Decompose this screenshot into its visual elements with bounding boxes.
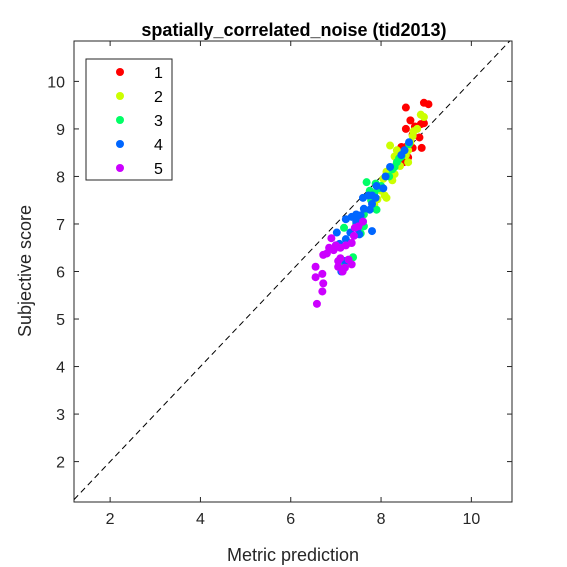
chart-title: spatially_correlated_noise (tid2013) [141, 20, 446, 40]
point-series-4 [368, 227, 377, 236]
legend-label-5: 5 [154, 161, 163, 178]
legend-label-4: 4 [154, 137, 163, 154]
identity-reference-line [73, 40, 511, 500]
point-series-4 [341, 235, 350, 244]
point-series-4 [356, 211, 365, 220]
legend-label-2: 2 [154, 89, 163, 106]
point-series-1 [401, 103, 410, 112]
y-tick-label: 2 [56, 455, 65, 472]
y-tick-label: 8 [56, 169, 65, 186]
point-series-5 [349, 231, 358, 240]
x-tick-label: 10 [462, 511, 480, 528]
y-axis: 2 3 4 5 6 7 8 9 10 [47, 74, 512, 472]
point-series-4 [359, 204, 368, 213]
y-tick-label: 9 [56, 122, 65, 139]
point-series-1 [424, 100, 433, 109]
y-axis-label: Subjective score [15, 205, 35, 337]
point-series-5 [338, 267, 347, 276]
point-series-4 [341, 215, 350, 224]
legend-marker-1 [116, 68, 124, 76]
point-series-2 [404, 158, 413, 167]
point-series-5 [319, 250, 328, 259]
point-series-2 [386, 141, 395, 150]
y-tick-label: 10 [47, 74, 65, 91]
y-tick-label: 7 [56, 217, 65, 234]
point-series-2 [419, 113, 428, 122]
point-series-4 [358, 193, 367, 202]
point-series-5 [334, 257, 343, 266]
legend-box [85, 58, 173, 181]
point-series-2 [382, 193, 391, 202]
point-series-4 [371, 193, 380, 202]
point-series-5 [312, 299, 321, 308]
point-series-1 [406, 116, 415, 125]
point-series-5 [319, 279, 328, 288]
point-series-1 [401, 124, 410, 133]
point-series-1 [417, 143, 426, 152]
x-tick-label: 6 [286, 511, 295, 528]
point-series-5 [347, 260, 356, 269]
point-series-4 [381, 172, 390, 181]
y-tick-label: 5 [56, 312, 65, 329]
point-series-5 [311, 273, 320, 282]
point-series-4 [386, 162, 395, 171]
legend-marker-4 [116, 140, 124, 148]
point-series-5 [354, 222, 363, 231]
point-series-1 [419, 119, 428, 128]
point-series-5 [311, 262, 320, 271]
point-series-3 [372, 205, 381, 214]
y-tick-label: 6 [56, 265, 65, 282]
x-tick-label: 8 [377, 511, 386, 528]
legend-marker-3 [116, 116, 124, 124]
point-series-3 [362, 178, 371, 187]
point-series-2 [408, 132, 417, 141]
x-axis-label: Metric prediction [227, 545, 359, 565]
x-tick-label: 2 [106, 511, 115, 528]
data-points [311, 98, 433, 308]
point-series-4 [365, 205, 374, 214]
point-series-4 [405, 138, 414, 147]
x-axis: 2 4 6 8 10 [106, 41, 480, 528]
point-series-5 [318, 287, 327, 296]
point-series-1 [415, 133, 424, 142]
x-tick-label: 4 [196, 511, 205, 528]
point-series-4 [332, 228, 341, 237]
point-series-4 [372, 181, 381, 190]
point-series-5 [318, 269, 327, 278]
point-series-3 [340, 223, 349, 232]
legend-label-3: 3 [154, 113, 163, 130]
legend-label-1: 1 [154, 65, 163, 82]
point-series-4 [397, 151, 406, 160]
y-tick-label: 4 [56, 360, 65, 377]
y-tick-label: 3 [56, 407, 65, 424]
point-series-4 [379, 184, 388, 193]
legend-marker-2 [116, 92, 124, 100]
legend-marker-5 [116, 164, 124, 172]
point-series-5 [327, 234, 336, 243]
legend: 1 2 3 4 5 [85, 58, 173, 181]
